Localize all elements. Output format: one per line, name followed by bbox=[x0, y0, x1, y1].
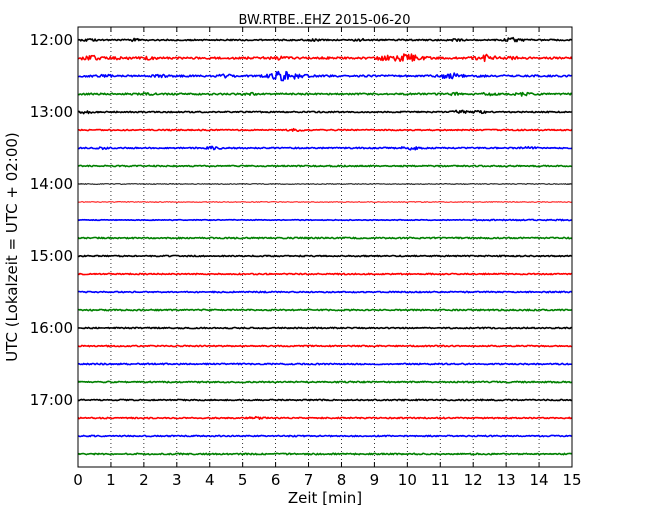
trace-1200 bbox=[77, 36, 573, 43]
y-tick-label: 14:00 bbox=[30, 175, 73, 193]
x-tick-label: 3 bbox=[172, 471, 182, 489]
trace-1215 bbox=[77, 53, 573, 63]
y-tick-label: 12:00 bbox=[30, 31, 73, 49]
trace-1530 bbox=[77, 290, 573, 294]
chart-title: BW.RTBE..EHZ 2015-06-20 bbox=[239, 13, 411, 28]
y-tick-label: 15:00 bbox=[30, 247, 73, 265]
trace-1415 bbox=[78, 201, 573, 203]
x-tick-label: 2 bbox=[139, 471, 149, 489]
x-axis-title: Zeit [min] bbox=[288, 489, 362, 507]
grid-lines bbox=[110, 27, 540, 467]
trace-1615 bbox=[77, 344, 573, 348]
trace-1230 bbox=[77, 70, 573, 82]
x-tick-label: 1 bbox=[106, 471, 116, 489]
x-tick-label: 11 bbox=[431, 471, 450, 489]
x-tick-label: 7 bbox=[304, 471, 314, 489]
x-tick-label: 9 bbox=[370, 471, 380, 489]
x-tick-label: 12 bbox=[464, 471, 483, 489]
trace-1545 bbox=[77, 308, 573, 312]
x-tick-label: 4 bbox=[205, 471, 215, 489]
y-tick-label: 13:00 bbox=[30, 103, 73, 121]
trace-1430 bbox=[77, 218, 573, 222]
trace-1645 bbox=[77, 380, 573, 384]
trace-1515 bbox=[77, 272, 573, 276]
y-axis: 12:00 13:00 14:00 15:00 16:00 17:00 bbox=[30, 31, 572, 409]
trace-1330 bbox=[77, 145, 573, 151]
y-tick-label: 17:00 bbox=[30, 391, 73, 409]
trace-1445 bbox=[77, 236, 573, 240]
x-tick-label: 13 bbox=[497, 471, 516, 489]
seismogram-traces bbox=[77, 36, 573, 456]
plot-frame bbox=[77, 26, 573, 468]
trace-1715 bbox=[77, 415, 573, 420]
trace-1400 bbox=[78, 183, 573, 185]
trace-1730 bbox=[77, 434, 573, 438]
x-axis: 0 1 2 3 4 5 6 7 8 9 10 11 12 13 14 15 bbox=[73, 27, 582, 489]
x-tick-label: 8 bbox=[337, 471, 347, 489]
y-tick-label: 16:00 bbox=[30, 319, 73, 337]
x-tick-label: 0 bbox=[73, 471, 83, 489]
y-axis-title: UTC (Lokalzeit = UTC + 02:00) bbox=[3, 132, 21, 362]
trace-1315 bbox=[78, 127, 573, 132]
x-tick-label: 6 bbox=[271, 471, 281, 489]
x-tick-label: 15 bbox=[562, 471, 581, 489]
trace-1300 bbox=[77, 109, 572, 115]
x-tick-label: 14 bbox=[530, 471, 549, 489]
trace-1345 bbox=[77, 164, 572, 168]
trace-1500 bbox=[77, 254, 573, 258]
x-tick-label: 10 bbox=[398, 471, 417, 489]
trace-1600 bbox=[77, 326, 573, 330]
trace-1700 bbox=[77, 398, 573, 402]
trace-1745 bbox=[77, 452, 573, 456]
trace-1245 bbox=[77, 91, 573, 97]
trace-1630 bbox=[77, 362, 573, 366]
x-tick-label: 5 bbox=[238, 471, 248, 489]
